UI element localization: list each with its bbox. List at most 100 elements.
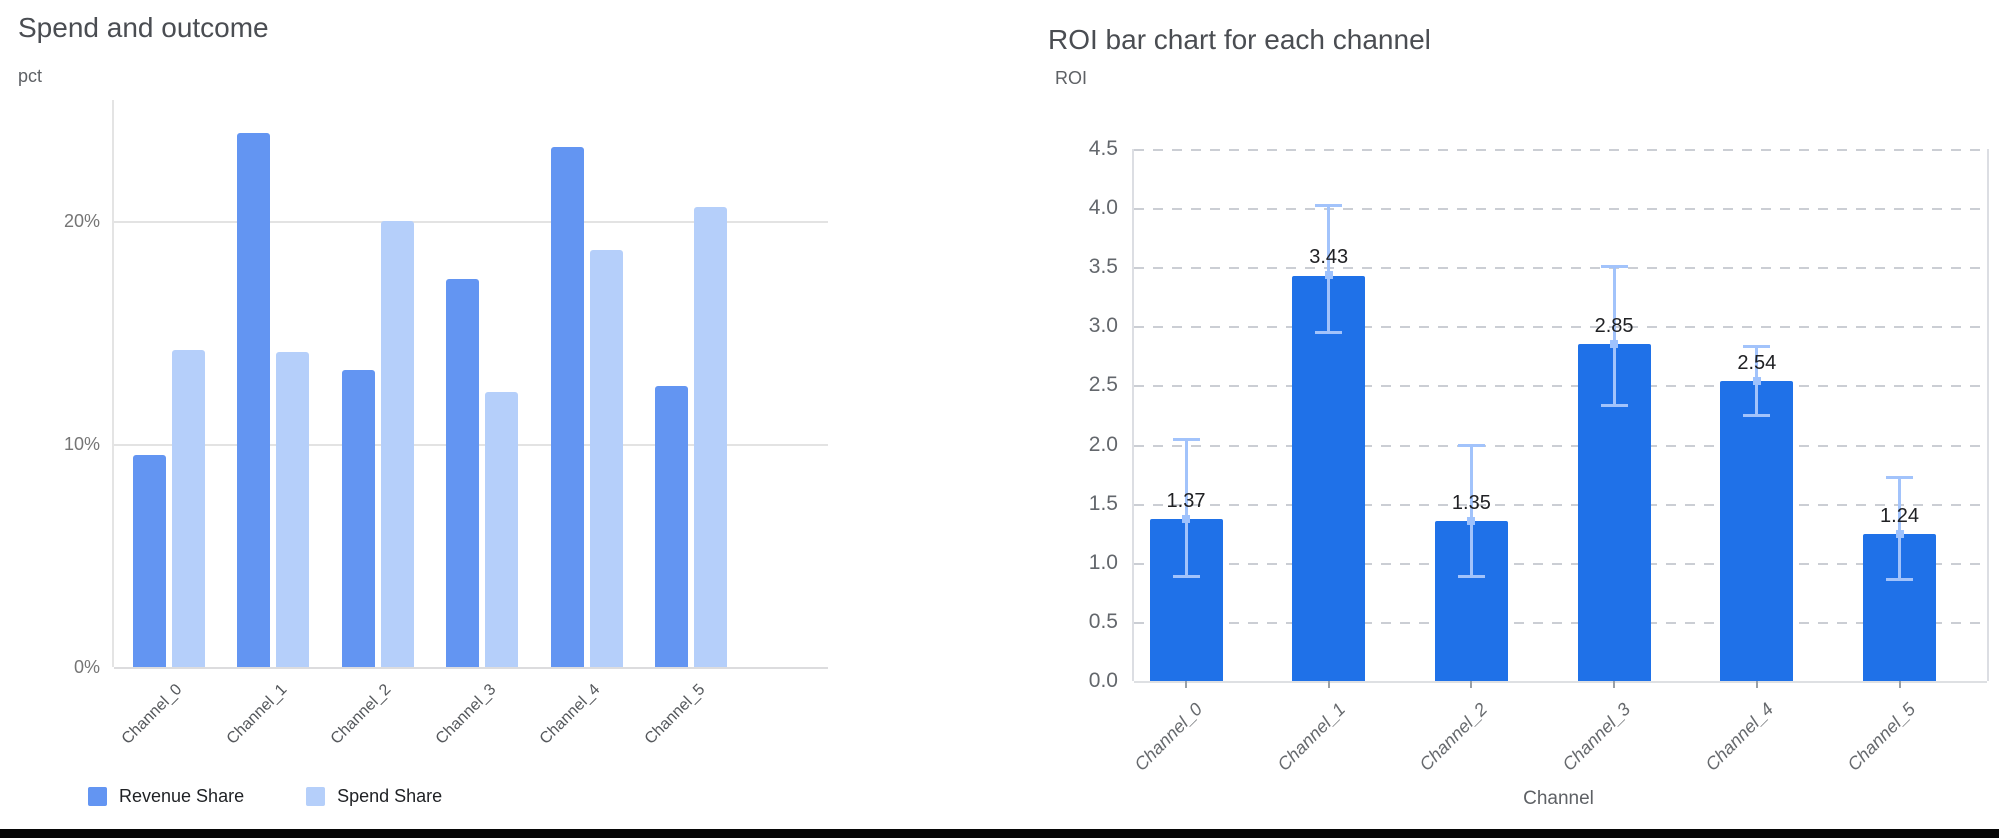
x-axis-line: [1134, 681, 1987, 683]
gridline-dashed: [1134, 621, 1987, 624]
error-whisker-cap-top: [1315, 204, 1343, 208]
error-whisker-line: [1184, 439, 1188, 577]
x-tick-label-text: Channel_2: [327, 681, 395, 748]
y-tick-label: 0%: [73, 657, 100, 677]
spend-share-bar[interactable]: [485, 392, 518, 667]
legend-swatch: [306, 787, 326, 806]
x-tick-label-text: Channel_3: [1558, 699, 1635, 775]
error-whisker-cap-top: [1172, 438, 1200, 442]
x-tick-label-text: Channel_1: [1273, 699, 1349, 775]
error-whisker-cap-top: [1457, 444, 1485, 448]
x-tick-label-text: Channel_4: [1701, 699, 1777, 775]
error-whisker-cap-top: [1600, 264, 1628, 268]
gridline-dashed: [1134, 267, 1987, 270]
legend-label: Spend Share: [337, 786, 443, 806]
legend-item-spend-share: Spend Share: [306, 786, 442, 807]
x-tick-label-text: Channel_2: [1415, 699, 1492, 775]
y-tick-label: 2.0: [1088, 432, 1118, 456]
chart-legend: Revenue Share Spend Share: [88, 786, 442, 807]
x-tick-label-text: Channel_0: [118, 681, 186, 748]
error-whisker-marker: [1467, 517, 1476, 526]
y-tick-label: 10%: [63, 433, 100, 454]
gridline-dashed: [1134, 326, 1987, 329]
y-tick-label: 20%: [63, 210, 100, 231]
x-tick-mark: [1898, 681, 1901, 688]
x-tick-mark: [1327, 681, 1330, 688]
revenue-share-bar[interactable]: [550, 146, 584, 667]
x-tick-label-text: Channel_5: [641, 681, 709, 748]
left-y-axis-unit: pct: [18, 66, 43, 86]
spend-share-bar[interactable]: [589, 249, 623, 667]
y-tick-label: 2.5: [1088, 373, 1118, 397]
x-tick-mark: [1755, 681, 1758, 688]
error-whisker-cap-top: [1743, 344, 1771, 348]
y-tick-label: 0.0: [1088, 669, 1118, 692]
revenue-share-bar[interactable]: [132, 454, 166, 667]
error-whisker-marker: [1752, 376, 1761, 385]
bar-value-label: 1.24: [1880, 505, 1919, 528]
gridline-dashed: [1134, 385, 1987, 388]
x-axis-line: [114, 667, 828, 669]
gridline-dashed: [1134, 444, 1987, 447]
legend-item-revenue-share: Revenue Share: [88, 786, 244, 807]
bar-value-label: 3.43: [1309, 246, 1349, 269]
error-whisker-line: [1612, 266, 1616, 406]
right-plot-area: 1.37 3.43 1.35 2.85 2.54 1.24: [1132, 149, 1989, 688]
bar-value-label: 1.35: [1451, 492, 1491, 515]
bar-value-label: 1.37: [1166, 490, 1206, 513]
gridline-dashed: [1134, 562, 1987, 565]
revenue-share-bar[interactable]: [237, 133, 270, 667]
error-whisker-cap-bottom: [1315, 330, 1343, 334]
spend-share-bar[interactable]: [276, 352, 309, 667]
bottom-border-bar: [0, 829, 1999, 838]
revenue-share-bar[interactable]: [446, 278, 479, 667]
bar-value-label: 2.85: [1594, 315, 1634, 338]
left-chart-title: Spend and outcome: [18, 12, 269, 43]
gridline-dashed: [1134, 208, 1987, 211]
error-whisker-cap-bottom: [1172, 575, 1200, 579]
revenue-share-bar[interactable]: [341, 370, 375, 667]
spend-share-bar[interactable]: [171, 350, 205, 667]
legend-label: Revenue Share: [119, 786, 245, 806]
error-whisker-marker: [1895, 530, 1904, 539]
error-whisker-marker: [1610, 340, 1619, 349]
bar-value-label: 2.54: [1737, 351, 1777, 374]
x-tick-label-text: Channel_4: [536, 681, 604, 748]
left-plot-area: [112, 100, 828, 669]
error-whisker-cap-top: [1886, 476, 1913, 480]
y-tick-label: 4.5: [1088, 137, 1118, 160]
gridline-dashed: [1134, 503, 1987, 506]
y-tick-label: 4.0: [1088, 196, 1118, 220]
x-tick-label-text: Channel_5: [1843, 699, 1920, 775]
error-whisker-cap-bottom: [1457, 575, 1485, 579]
error-whisker-cap-bottom: [1600, 404, 1628, 408]
error-whisker-marker: [1182, 515, 1190, 524]
gridline-dashed: [1134, 149, 1987, 151]
x-tick-mark: [1470, 681, 1473, 688]
error-whisker-cap-bottom: [1886, 577, 1913, 581]
x-tick-label-text: Channel_3: [432, 681, 500, 748]
error-whisker-line: [1327, 205, 1331, 333]
spend-share-bar[interactable]: [694, 207, 727, 667]
roi-bar[interactable]: [1292, 275, 1366, 681]
spend-share-bar[interactable]: [380, 220, 414, 667]
right-x-axis-title: Channel: [1523, 788, 1594, 809]
error-whisker-line: [1898, 477, 1901, 580]
x-tick-mark: [1185, 681, 1187, 688]
roi-bar[interactable]: [1720, 380, 1794, 681]
y-tick-label: 1.5: [1088, 491, 1118, 515]
right-chart-title: ROI bar chart for each channel: [1048, 24, 1431, 55]
y-tick-label: 3.0: [1088, 314, 1118, 338]
x-tick-mark: [1613, 681, 1616, 688]
revenue-share-bar[interactable]: [655, 385, 688, 667]
error-whisker-line: [1469, 445, 1473, 577]
y-tick-label: 3.5: [1088, 255, 1118, 279]
legend-swatch: [88, 787, 107, 806]
y-tick-label: 0.5: [1088, 609, 1118, 633]
error-whisker-marker: [1324, 271, 1333, 280]
y-tick-label: 1.0: [1088, 550, 1118, 574]
error-whisker-cap-bottom: [1743, 413, 1771, 417]
right-y-axis-unit: ROI: [1055, 68, 1088, 88]
x-tick-label-text: Channel_0: [1130, 699, 1207, 775]
